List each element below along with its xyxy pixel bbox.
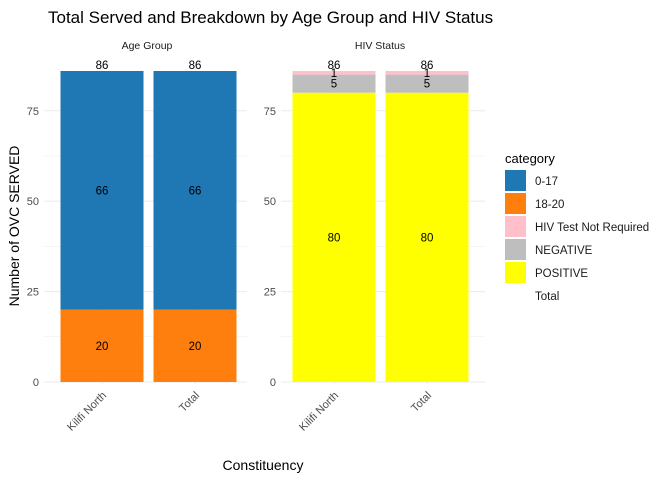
- legend-item-positive: POSITIVE: [505, 262, 588, 283]
- data-label-negative: 5: [331, 79, 337, 91]
- legend-label: 0-17: [535, 176, 558, 188]
- panel-age-group: Age Group 0 25 50 75 20 66 86 Kilifi North 20 66 86…: [27, 40, 247, 434]
- data-label-positive: 80: [328, 232, 341, 244]
- bar-segment-hiv-test-not-required: [292, 71, 376, 75]
- y-tick-label: 25: [264, 287, 276, 299]
- bar-segment-negative: [292, 74, 376, 93]
- legend-swatch: [505, 262, 526, 283]
- bar-segment-positive: [385, 92, 469, 382]
- y-tick-label: 25: [27, 287, 39, 299]
- legend-swatch: [505, 170, 526, 191]
- legend-layer: 0-17 18-20 HIV Test Not Required NEGATIVE PO…: [505, 170, 649, 303]
- x-axis-label: Constituency: [223, 457, 304, 473]
- total-label: 86: [96, 60, 109, 72]
- legend-swatch: [505, 239, 526, 260]
- data-label-hiv-test-not-required: 1: [331, 68, 337, 80]
- bar-segment-18-20: [60, 309, 144, 382]
- legend-item-0-17: 0-17: [505, 170, 558, 191]
- panel-strip-label: HIV Status: [355, 40, 405, 52]
- y-tick-label: 75: [264, 106, 276, 118]
- chart-title: Total Served and Breakdown by Age Group …: [48, 8, 493, 27]
- legend-label: NEGATIVE: [535, 245, 593, 257]
- legend-label: Total: [535, 291, 559, 303]
- legend-label: POSITIVE: [535, 268, 588, 280]
- bar-segment-18-20: [153, 309, 237, 382]
- y-axis-label: Number of OVC SERVED: [6, 146, 22, 307]
- legend-label: 18-20: [535, 199, 564, 211]
- bar-segment-0-17: [60, 71, 144, 310]
- x-tick-label: Total: [409, 390, 434, 415]
- y-tick-label: 0: [33, 377, 39, 389]
- x-tick-label: Kilifi North: [297, 390, 341, 434]
- bar-segment-0-17: [153, 71, 237, 310]
- data-label-18-20: 20: [189, 341, 202, 353]
- total-label: 86: [328, 60, 341, 72]
- bar-segment-negative: [385, 74, 469, 93]
- legend-label: HIV Test Not Required: [535, 222, 649, 234]
- legend-title: category: [505, 151, 555, 166]
- data-label-0-17: 66: [96, 185, 109, 197]
- legend-item-hiv-test-not-required: HIV Test Not Required: [505, 216, 649, 237]
- legend-swatch: [505, 216, 526, 237]
- y-tick-label: 0: [270, 377, 276, 389]
- data-label-0-17: 66: [189, 185, 202, 197]
- legend-item-negative: NEGATIVE: [505, 239, 593, 260]
- total-label: 86: [189, 60, 202, 72]
- legend-swatch: [505, 193, 526, 214]
- legend-item-18-20: 18-20: [505, 193, 564, 214]
- y-tick-label: 50: [27, 196, 39, 208]
- y-tick-label: 50: [264, 196, 276, 208]
- total-label: 86: [421, 60, 434, 72]
- data-label-negative: 5: [424, 79, 430, 91]
- y-tick-label: 75: [27, 106, 39, 118]
- panel-strip-label: Age Group: [122, 40, 173, 52]
- x-tick-label: Kilifi North: [65, 390, 109, 434]
- data-label-hiv-test-not-required: 1: [424, 68, 430, 80]
- data-label-positive: 80: [421, 232, 434, 244]
- x-tick-label: Total: [177, 390, 202, 415]
- bar-segment-hiv-test-not-required: [385, 71, 469, 75]
- legend-item-total: Total: [535, 291, 559, 303]
- bar-segment-positive: [292, 92, 376, 382]
- data-label-18-20: 20: [96, 341, 109, 353]
